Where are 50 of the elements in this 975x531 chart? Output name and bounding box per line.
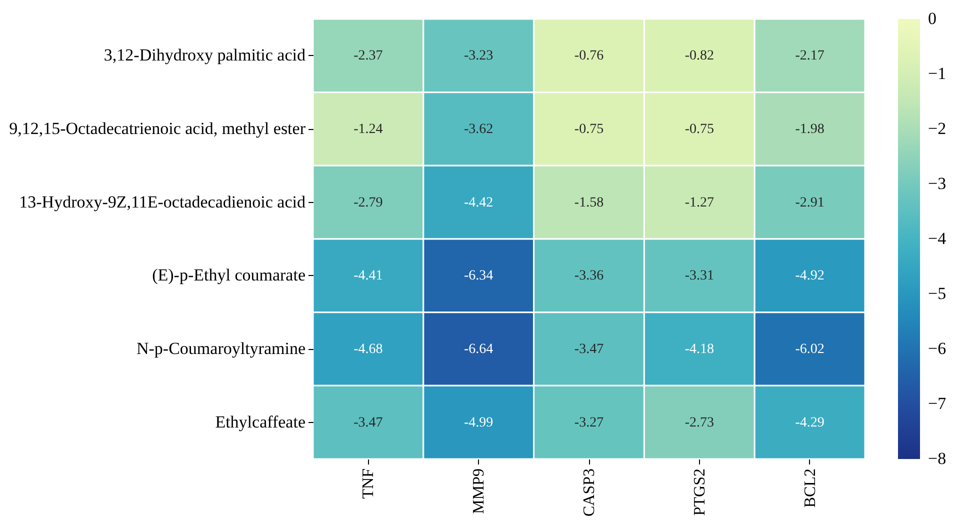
data-label: -3.47 bbox=[574, 342, 604, 357]
y-tick-label: 3,12-Dihydroxy palmitic acid bbox=[104, 46, 306, 65]
color-bar-label: −2 bbox=[928, 119, 946, 138]
y-tick-label: N-p-Coumaroyltyramine bbox=[136, 339, 306, 358]
y-tick-label: Ethylcaffeate bbox=[215, 412, 306, 432]
data-label: -4.92 bbox=[795, 268, 824, 284]
data-label: -2.79 bbox=[354, 195, 383, 210]
y-tick-label: (E)-p-Ethyl coumarate bbox=[152, 266, 306, 285]
x-tick-label: MMP9 bbox=[470, 468, 488, 514]
data-label: -2.17 bbox=[795, 48, 824, 64]
data-label: -0.82 bbox=[684, 48, 714, 64]
y-tick-label: 13-Hydroxy-9Z,11E-octadecadienoic acid bbox=[19, 192, 306, 212]
data-label: -1.24 bbox=[354, 122, 383, 137]
color-bar-label: −1 bbox=[928, 64, 946, 83]
y-tick-label: 9,12,15-Octadecatrienoic acid, methyl ester bbox=[9, 119, 306, 138]
data-label: -4.18 bbox=[684, 342, 714, 357]
data-label: -3.27 bbox=[574, 415, 604, 430]
color-bar-label: −8 bbox=[928, 449, 946, 468]
data-label: -3.23 bbox=[464, 48, 494, 64]
data-label: -4.41 bbox=[354, 268, 383, 284]
x-tick-label: BCL2 bbox=[802, 468, 819, 508]
data-label: -4.99 bbox=[464, 415, 494, 430]
data-label: -2.91 bbox=[795, 195, 824, 210]
data-label: -3.36 bbox=[574, 268, 604, 284]
data-label: -1.98 bbox=[795, 122, 824, 137]
x-tick-label: PTGS2 bbox=[691, 468, 708, 516]
data-label: -3.47 bbox=[354, 415, 383, 430]
data-label: -6.64 bbox=[464, 342, 494, 357]
x-tick-label: CASP3 bbox=[581, 468, 598, 517]
data-label: -2.37 bbox=[354, 48, 383, 64]
data-label: -4.68 bbox=[354, 342, 383, 357]
x-tick-label: TNF bbox=[360, 468, 378, 499]
color-bar-label: −4 bbox=[928, 229, 947, 248]
data-label: -1.58 bbox=[574, 195, 604, 210]
data-label: -4.42 bbox=[464, 195, 494, 210]
data-label: -1.27 bbox=[684, 195, 714, 210]
data-label: -3.31 bbox=[684, 268, 714, 284]
data-label: -6.34 bbox=[464, 268, 494, 284]
color-bar-label: 0 bbox=[928, 9, 936, 28]
data-label: -0.75 bbox=[684, 122, 714, 137]
color-bar-label: −3 bbox=[928, 174, 946, 193]
data-label: -2.73 bbox=[684, 415, 714, 430]
color-bar-label: −5 bbox=[928, 284, 946, 303]
color-bar-label: −7 bbox=[928, 394, 947, 413]
data-label: -0.76 bbox=[574, 48, 604, 64]
data-label: -3.62 bbox=[464, 122, 494, 137]
color-bar-label: −6 bbox=[928, 339, 946, 358]
data-label: -6.02 bbox=[795, 342, 824, 357]
data-label: -0.75 bbox=[574, 122, 604, 137]
data-label: -4.29 bbox=[795, 415, 824, 430]
